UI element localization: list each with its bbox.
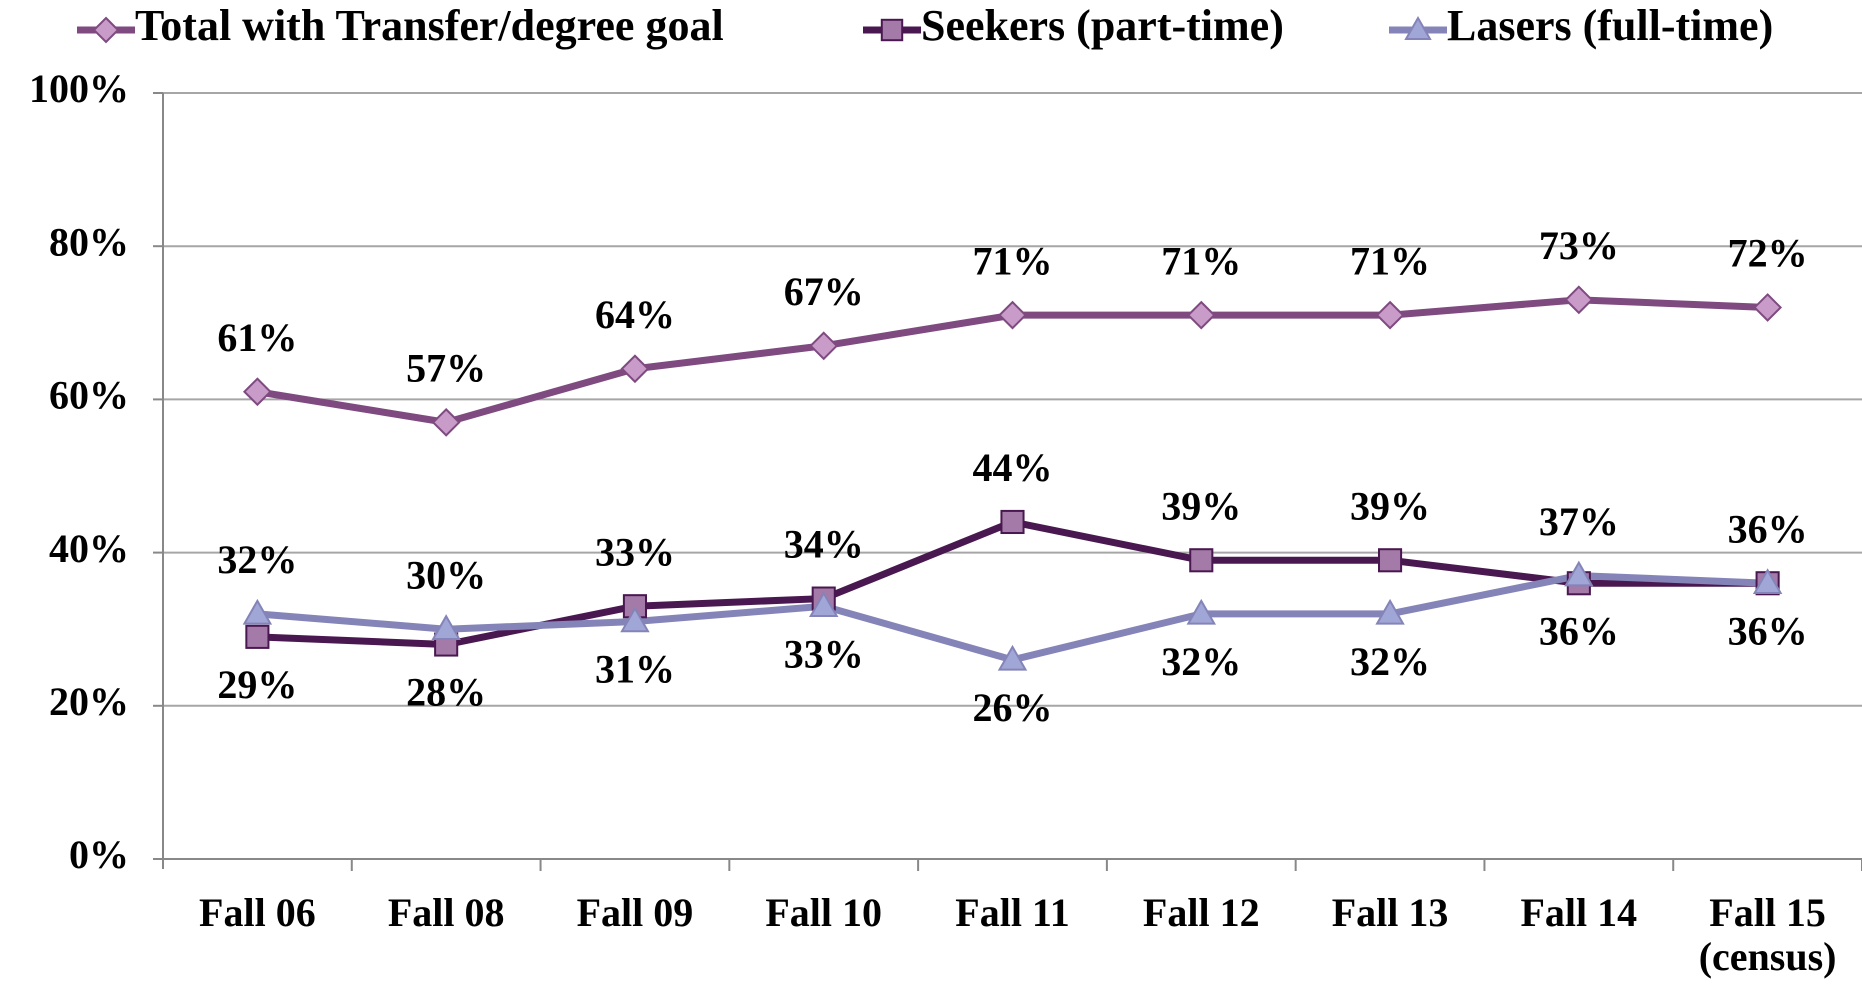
marker (620, 354, 650, 384)
x-tick-label: Fall 06 (199, 890, 316, 935)
data-label: 36% (1539, 608, 1619, 653)
y-tick-label: 0% (69, 832, 129, 877)
x-tick-label: Fall 13 (1331, 890, 1449, 935)
marker (1000, 509, 1025, 535)
data-label: 72% (1728, 231, 1808, 276)
marker (1186, 598, 1217, 625)
data-label: 37% (1539, 499, 1619, 544)
marker (998, 300, 1027, 330)
marker (245, 624, 270, 649)
marker (1375, 300, 1405, 330)
data-label: 33% (784, 631, 864, 676)
marker (809, 331, 839, 361)
data-label: 39% (1350, 483, 1430, 528)
marker (1375, 598, 1405, 625)
x-tick-label: Fall 11 (955, 890, 1070, 935)
marker (242, 598, 273, 625)
marker (1753, 293, 1783, 322)
y-tick-label: 40% (49, 526, 129, 571)
marker (808, 591, 839, 617)
marker (880, 18, 904, 42)
data-label: 71% (973, 238, 1053, 283)
data-label: 64% (595, 292, 675, 337)
marker (1752, 568, 1783, 594)
marker (997, 644, 1028, 671)
marker (1189, 548, 1214, 573)
marker (431, 407, 461, 437)
data-label: 39% (1161, 483, 1241, 528)
x-tick-label: Fall 15 (census) (1698, 890, 1837, 979)
x-tick-label: Fall 09 (576, 890, 694, 935)
data-label: 57% (406, 346, 486, 391)
legend-label: Total with Transfer/degree goal (135, 1, 724, 50)
marker (431, 614, 461, 640)
x-tick-label: Fall 08 (387, 890, 505, 935)
data-label: 36% (1728, 608, 1808, 653)
data-label: 29% (217, 662, 297, 707)
legend-label: Seekers (part-time) (921, 1, 1284, 50)
x-tick-label: Fall 12 (1142, 890, 1260, 935)
y-tick-label: 100% (29, 66, 129, 111)
marker (620, 606, 650, 633)
data-label: 31% (595, 647, 675, 692)
data-label: 28% (406, 670, 486, 715)
y-tick-label: 80% (49, 219, 129, 264)
data-label: 36% (1728, 506, 1808, 551)
data-label: 32% (1350, 639, 1430, 684)
x-tick-label: Fall 14 (1520, 890, 1638, 935)
data-label: 32% (217, 537, 297, 582)
data-label: 30% (406, 552, 486, 597)
data-label: 61% (217, 315, 297, 360)
y-tick-label: 60% (49, 373, 129, 418)
data-label: 34% (784, 522, 864, 567)
marker (1564, 285, 1594, 315)
marker (1564, 560, 1594, 587)
marker (92, 16, 120, 44)
marker (1378, 548, 1403, 573)
data-label: 71% (1350, 238, 1430, 283)
data-label: 67% (784, 269, 864, 314)
data-label: 33% (595, 529, 675, 574)
data-label: 71% (1161, 238, 1241, 283)
y-tick-label: 20% (49, 679, 129, 724)
data-label: 44% (973, 445, 1053, 490)
legend-label: Lasers (full-time) (1447, 1, 1773, 50)
data-label: 73% (1539, 223, 1619, 268)
x-tick-label: Fall 10 (765, 890, 883, 935)
data-label: 26% (973, 685, 1053, 730)
data-label: 32% (1161, 639, 1241, 684)
marker (1404, 15, 1432, 40)
marker (242, 377, 272, 407)
marker (1186, 300, 1216, 330)
